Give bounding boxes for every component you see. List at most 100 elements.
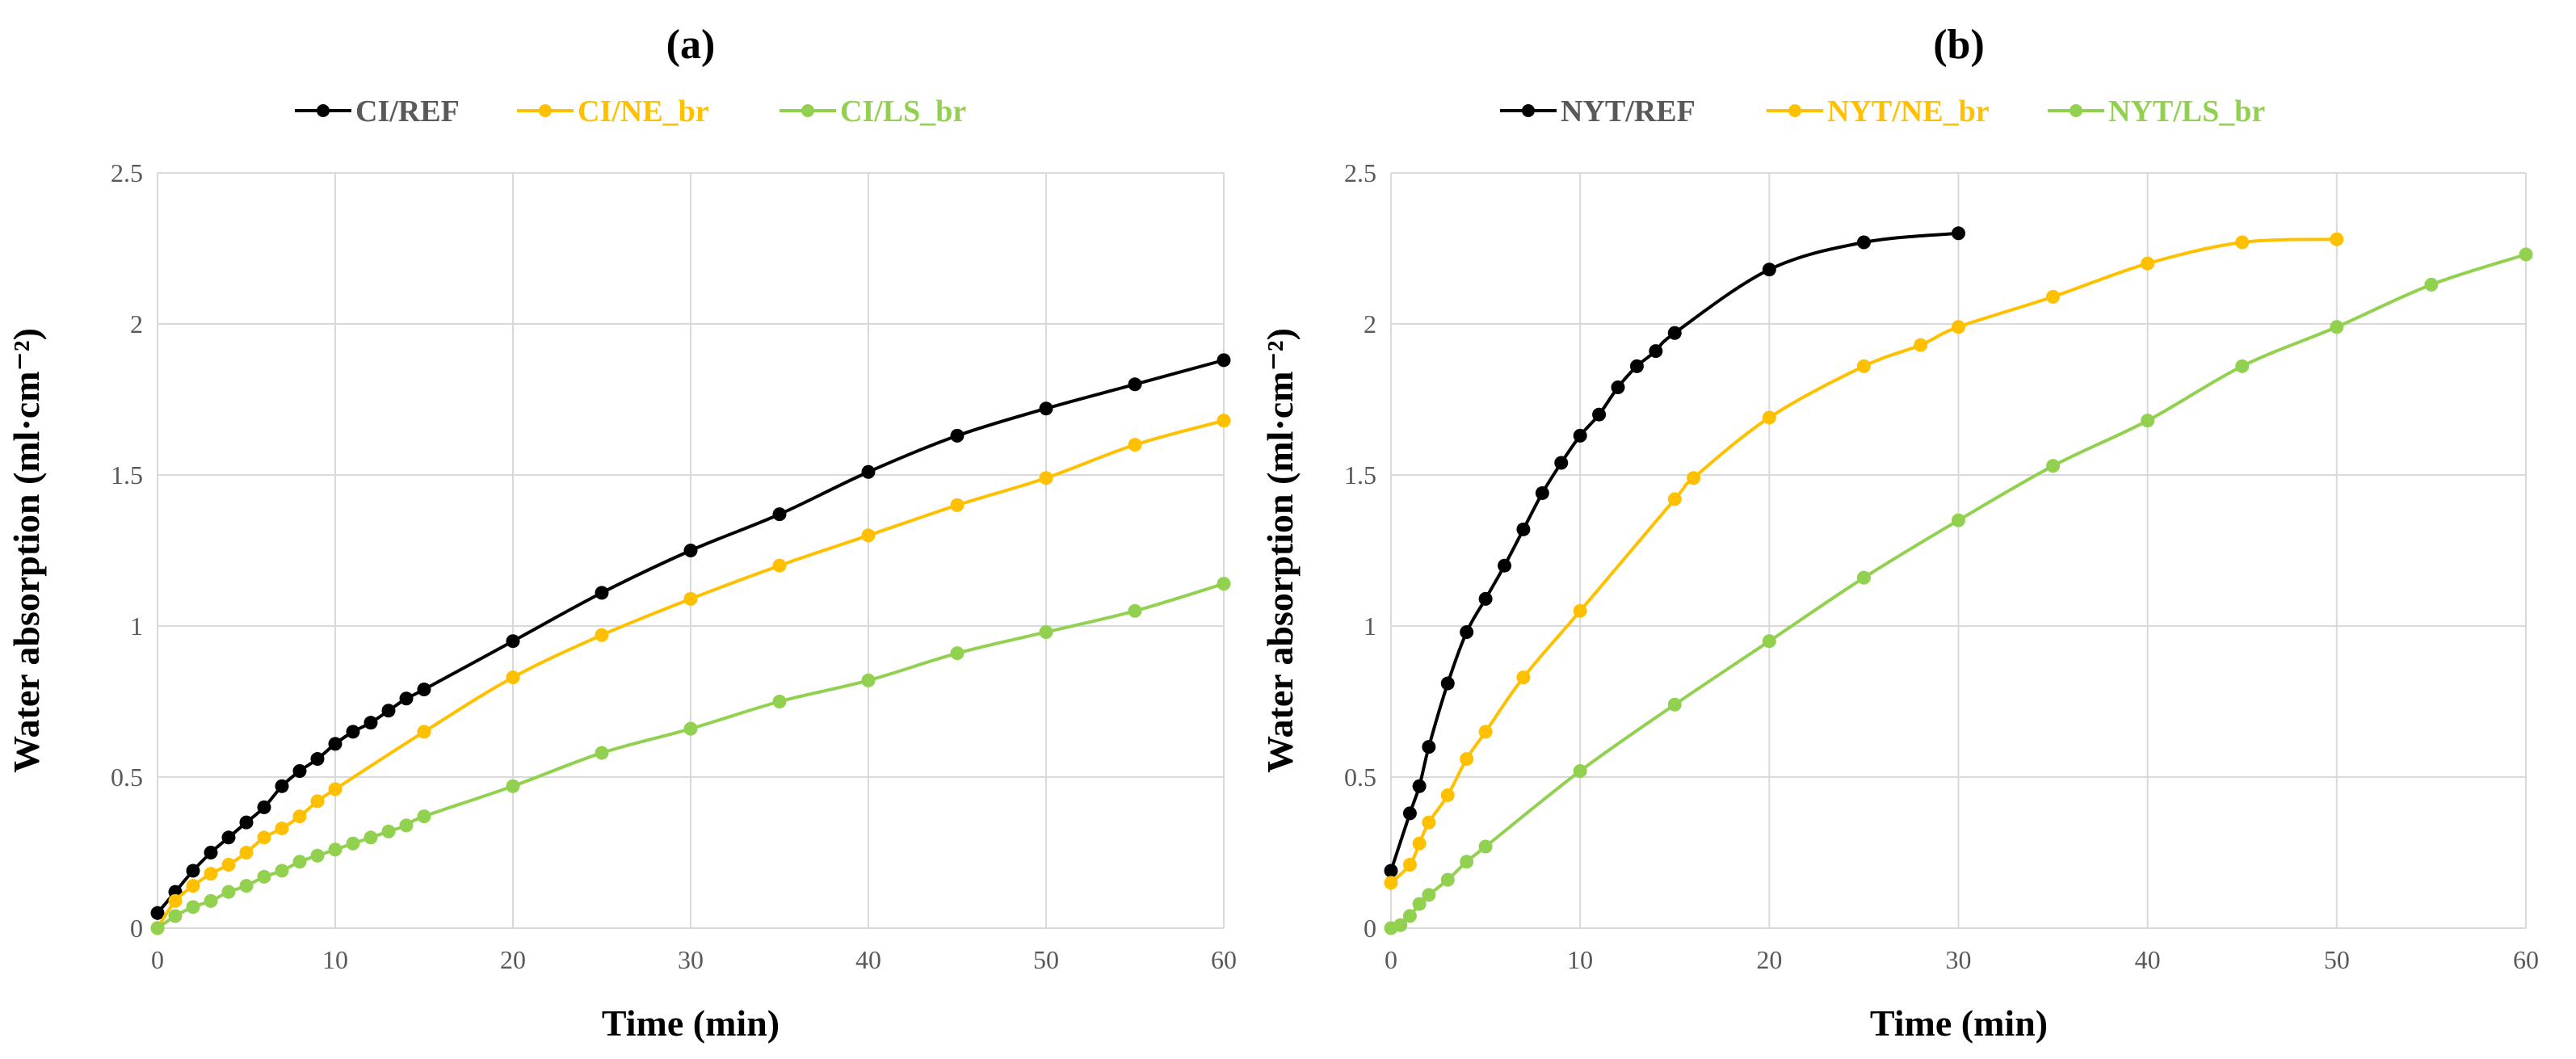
data-point xyxy=(2519,247,2533,262)
data-point xyxy=(1762,410,1776,425)
data-point xyxy=(1039,471,1053,485)
data-point xyxy=(1667,492,1682,506)
data-point xyxy=(1914,338,1928,352)
data-point xyxy=(150,921,165,935)
data-point xyxy=(346,836,360,851)
data-point xyxy=(381,704,396,718)
data-point xyxy=(1217,353,1231,368)
data-point xyxy=(1667,326,1682,340)
data-point xyxy=(257,869,271,884)
data-point xyxy=(239,846,254,859)
data-point xyxy=(1952,320,1965,334)
data-point xyxy=(1393,918,1408,932)
data-point xyxy=(506,779,520,793)
series-line-CI/REF xyxy=(156,358,1225,914)
data-point xyxy=(399,691,414,706)
data-point xyxy=(1384,876,1398,890)
data-point xyxy=(186,879,200,893)
data-point xyxy=(1856,359,1871,373)
data-point xyxy=(772,695,787,708)
data-point xyxy=(1440,872,1455,887)
legend-label: NYT/LS_br xyxy=(2108,95,2265,128)
data-point xyxy=(1952,513,1965,527)
x-tick-label: 60 xyxy=(2513,945,2539,974)
data-point xyxy=(275,822,289,836)
x-axis-title: Time (min) xyxy=(1870,1002,2048,1044)
data-point xyxy=(506,670,520,685)
data-point xyxy=(328,843,342,857)
x-tick-label: 20 xyxy=(1756,945,1782,974)
y-tick-label: 2 xyxy=(130,309,143,338)
data-point xyxy=(1412,836,1427,851)
data-point xyxy=(1516,522,1531,536)
data-point xyxy=(683,544,698,557)
legend-label: NYT/REF xyxy=(1561,95,1696,128)
legend-marker xyxy=(539,104,552,117)
y-tick-label: 2 xyxy=(1364,309,1376,338)
data-point xyxy=(1649,344,1663,359)
data-point xyxy=(2046,289,2061,304)
data-point xyxy=(417,683,431,697)
data-point xyxy=(1422,815,1436,830)
data-point xyxy=(239,815,254,830)
data-point xyxy=(1498,558,1511,573)
data-point xyxy=(1412,897,1427,911)
data-point xyxy=(2330,320,2344,334)
data-point xyxy=(950,498,964,512)
data-point xyxy=(257,800,271,814)
y-tick-label: 1 xyxy=(1364,611,1376,641)
data-point xyxy=(310,794,325,809)
legend-marker xyxy=(2070,104,2082,117)
y-tick-label: 0 xyxy=(1364,914,1376,943)
legend-marker xyxy=(1788,104,1801,117)
data-point xyxy=(168,909,183,923)
legend-label: NYT/NE_br xyxy=(1827,95,1990,128)
data-point xyxy=(381,824,396,838)
x-tick-label: 40 xyxy=(855,945,881,974)
data-point xyxy=(221,830,236,845)
data-point xyxy=(186,900,200,914)
data-point xyxy=(683,591,698,606)
y-axis-title: Water absorption (ml·cm⁻²) xyxy=(1259,328,1301,773)
data-point xyxy=(1422,740,1436,754)
x-tick-label: 20 xyxy=(500,945,526,974)
data-point xyxy=(1478,839,1493,854)
data-point xyxy=(2235,359,2250,373)
data-point xyxy=(595,628,609,642)
data-point xyxy=(1128,603,1142,618)
data-point xyxy=(292,764,307,779)
data-point xyxy=(1856,235,1871,250)
y-tick-label: 1.5 xyxy=(1344,460,1376,490)
data-point xyxy=(363,830,378,845)
x-tick-label: 10 xyxy=(1567,945,1593,974)
data-point xyxy=(1573,603,1587,618)
data-point xyxy=(1128,377,1142,392)
data-point xyxy=(950,428,964,443)
y-tick-label: 0 xyxy=(130,914,143,943)
data-point xyxy=(1039,401,1053,416)
series-line-NYT/NE_br xyxy=(1389,237,2337,885)
data-point xyxy=(1440,788,1455,802)
data-point xyxy=(1402,909,1417,923)
data-point xyxy=(257,830,271,845)
data-point xyxy=(2046,459,2061,473)
data-point xyxy=(204,846,218,859)
y-axis-title: Water absorption (ml·cm⁻²) xyxy=(6,328,47,773)
x-tick-label: 50 xyxy=(2324,945,2350,974)
legend-marker xyxy=(317,104,330,117)
data-point xyxy=(1554,456,1569,470)
x-tick-label: 50 xyxy=(1033,945,1059,974)
data-point xyxy=(346,725,360,739)
data-point xyxy=(772,558,787,573)
data-point xyxy=(950,646,964,661)
legend-label: CI/NE_br xyxy=(578,95,709,128)
data-point xyxy=(275,779,289,793)
data-point xyxy=(363,716,378,730)
x-tick-label: 10 xyxy=(322,945,348,974)
data-point xyxy=(1384,864,1398,878)
data-point xyxy=(2141,414,2155,428)
data-point xyxy=(150,906,165,920)
y-tick-label: 0.5 xyxy=(111,763,143,792)
data-point xyxy=(417,809,431,824)
x-tick-label: 0 xyxy=(151,945,164,974)
